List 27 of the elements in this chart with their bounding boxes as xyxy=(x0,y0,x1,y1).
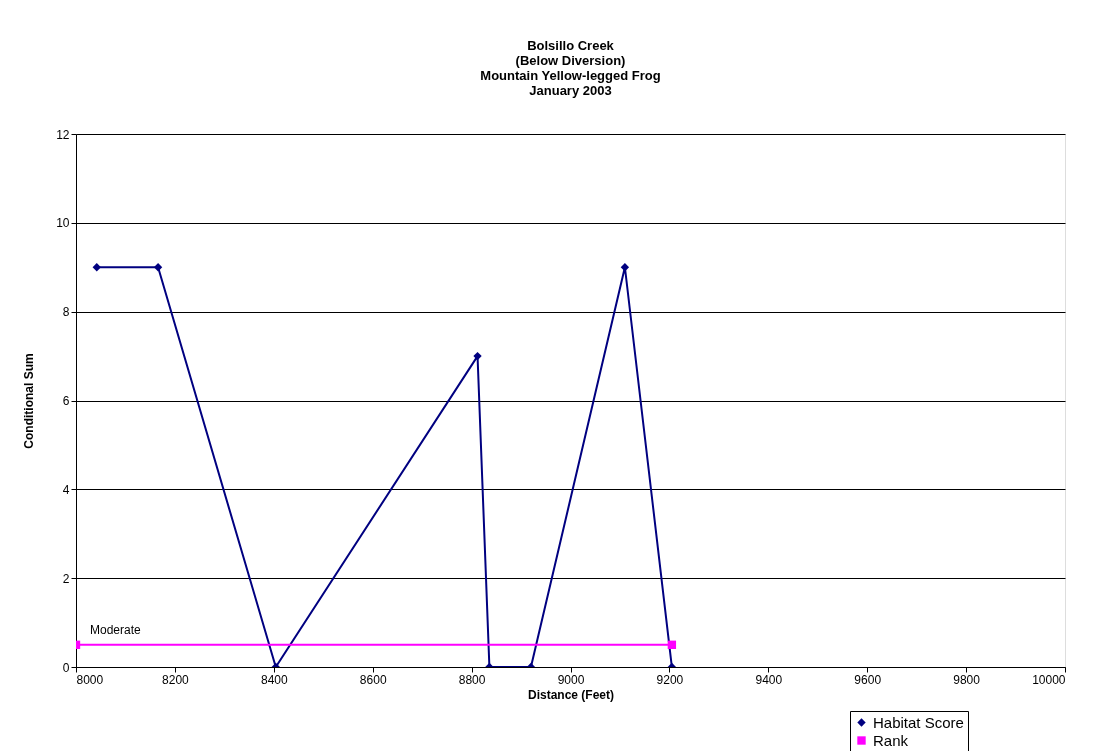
y-tick-label: 0 xyxy=(62,660,70,675)
text: Mountain Yellow-legged Frog xyxy=(480,68,661,83)
x-tick-label: 8200 xyxy=(162,672,190,687)
legend-label: Habitat Score xyxy=(873,713,964,731)
x-tick-label: 9200 xyxy=(656,672,684,687)
x-tick-label: 8000 xyxy=(76,672,104,687)
text: January 2003 xyxy=(529,83,612,98)
x-tick-label: 9400 xyxy=(755,672,783,687)
y-tick-label: 10 xyxy=(56,216,70,231)
y-tick-label: 4 xyxy=(62,482,70,497)
text: (Below Diversion) xyxy=(515,53,626,68)
y-tick-label: 6 xyxy=(62,394,70,408)
x-tick-label: 8800 xyxy=(458,672,486,687)
x-tick-label: 9600 xyxy=(854,672,882,687)
legend-label: Rank xyxy=(873,731,909,749)
x-axis-title: Distance (Feet) xyxy=(527,687,615,702)
x-tick-label: 8400 xyxy=(260,672,288,687)
x-tick-label: 8600 xyxy=(359,672,387,687)
x-tick-label: 9000 xyxy=(557,672,585,687)
x-tick-label: 9800 xyxy=(953,672,981,687)
text: Bolsillo Creek xyxy=(527,38,614,53)
y-tick-label: 8 xyxy=(62,305,70,320)
y-axis-title: Conditional Sum xyxy=(22,353,37,449)
y-tick-label: 2 xyxy=(62,571,70,586)
annotation: Moderate xyxy=(90,622,142,637)
x-tick-label: 10000 xyxy=(1032,672,1066,687)
y-tick-label: 12 xyxy=(56,127,70,142)
